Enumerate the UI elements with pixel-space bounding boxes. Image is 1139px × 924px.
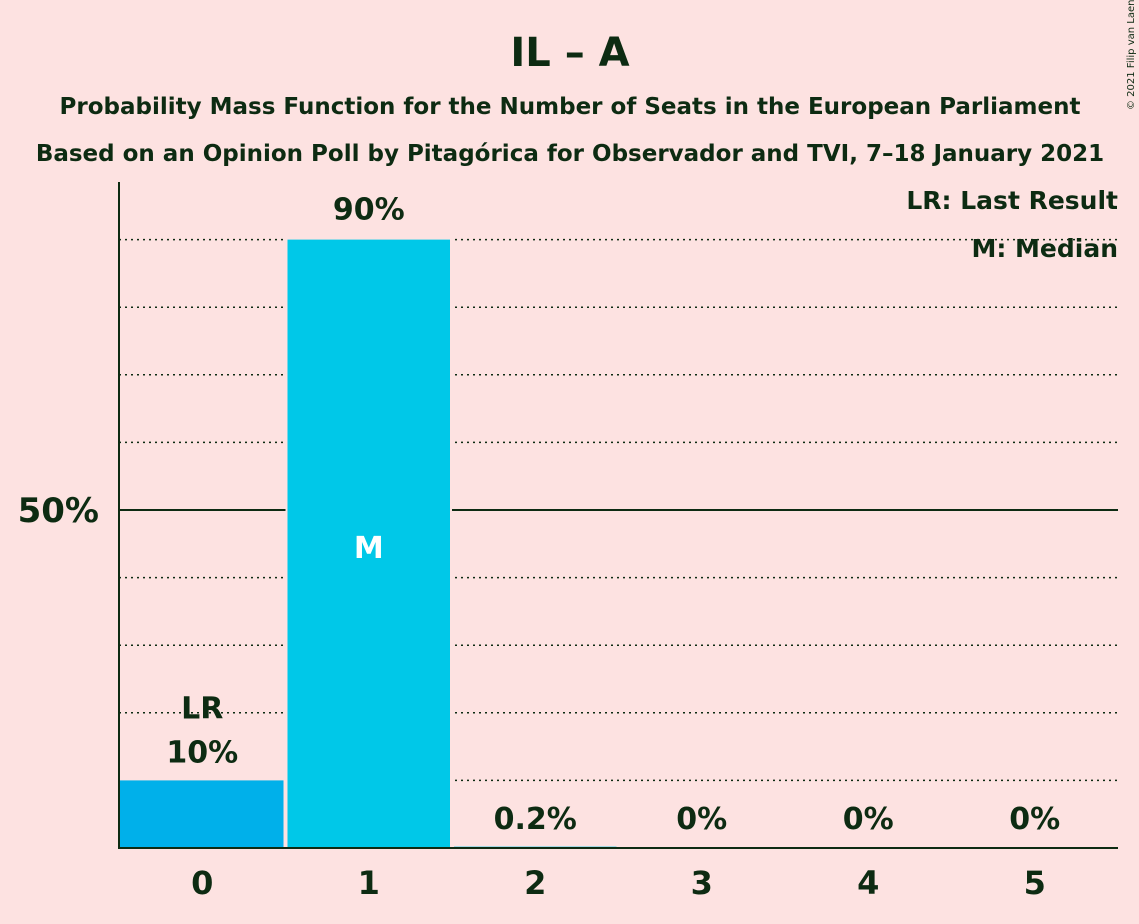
chart-subtitle-2: Based on an Opinion Poll by Pitagórica f… xyxy=(36,141,1104,167)
data-label: 0.2% xyxy=(494,802,577,837)
data-label: 0% xyxy=(843,802,894,837)
bar xyxy=(287,239,450,849)
copyright-text: © 2021 Filip van Laenen xyxy=(1126,0,1137,110)
legend-last-result: LR: Last Result xyxy=(906,186,1118,215)
x-tick-label: 0 xyxy=(191,864,213,902)
y-tick-label: 50% xyxy=(18,491,99,531)
bar xyxy=(119,780,284,848)
median-marker: M xyxy=(354,531,384,566)
data-label: 90% xyxy=(333,193,405,228)
x-tick-label: 2 xyxy=(524,864,546,902)
last-result-marker: LR xyxy=(181,691,223,726)
chart-title: IL – A xyxy=(510,30,629,76)
legend-median: M: Median xyxy=(971,234,1118,263)
data-label: 0% xyxy=(676,802,727,837)
chart-subtitle-1: Probability Mass Function for the Number… xyxy=(60,94,1081,120)
x-tick-label: 1 xyxy=(358,864,380,902)
x-tick-label: 5 xyxy=(1024,864,1046,902)
x-tick-label: 4 xyxy=(857,864,879,902)
data-label: 10% xyxy=(166,735,238,770)
bar-backdrop xyxy=(452,844,619,848)
data-label: 0% xyxy=(1009,802,1060,837)
x-tick-label: 3 xyxy=(691,864,713,902)
plot-area: 50% 10% LR 0 90% M 1 0.2% 2 0% 3 0% 4 0% 5 xyxy=(18,182,1118,902)
